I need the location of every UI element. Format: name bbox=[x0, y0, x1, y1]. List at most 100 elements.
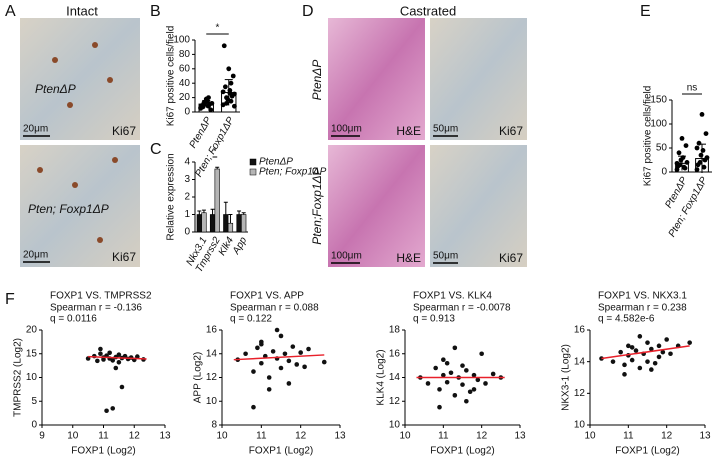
scale-label: 50μm bbox=[433, 124, 458, 135]
data-point bbox=[703, 131, 709, 137]
data-point bbox=[448, 370, 454, 376]
bar bbox=[227, 222, 234, 233]
micrograph bbox=[20, 145, 140, 267]
y-tick-label: 40 bbox=[179, 78, 191, 89]
stat-label: Spearman r = 0.088 bbox=[230, 303, 319, 314]
data-point bbox=[684, 160, 690, 165]
data-point bbox=[433, 365, 438, 371]
data-point bbox=[610, 359, 616, 364]
data-point bbox=[259, 360, 264, 366]
significance-label: * bbox=[216, 23, 220, 34]
data-point bbox=[701, 164, 707, 170]
data-point bbox=[198, 105, 204, 111]
y-tick-label: 18 bbox=[389, 325, 401, 336]
x-tick-label: 12 bbox=[129, 431, 141, 442]
data-point bbox=[231, 103, 237, 109]
y-tick-label: 100 bbox=[650, 119, 667, 130]
data-point bbox=[251, 369, 256, 374]
data-point bbox=[679, 136, 685, 141]
data-point bbox=[110, 358, 116, 363]
micrograph bbox=[430, 18, 527, 140]
y-tick-label: 20 bbox=[26, 325, 38, 336]
data-point bbox=[656, 343, 662, 349]
data-point bbox=[695, 162, 701, 168]
stain-label: H&E bbox=[396, 124, 421, 138]
legend-swatch bbox=[249, 168, 257, 176]
data-point bbox=[618, 349, 623, 355]
y-tick-label: 50 bbox=[656, 143, 668, 154]
bar bbox=[241, 214, 247, 233]
y-tick-label: 8 bbox=[211, 420, 217, 431]
legend-swatch bbox=[249, 158, 257, 166]
data-point bbox=[441, 357, 446, 362]
data-point bbox=[286, 358, 292, 364]
data-point bbox=[321, 359, 327, 365]
panel-label: A bbox=[5, 3, 16, 20]
x-tick-label: 9 bbox=[39, 431, 45, 442]
x-tick-label: 11 bbox=[623, 431, 634, 442]
genotype-label: PtenΔP bbox=[35, 82, 76, 96]
data-point bbox=[286, 381, 292, 386]
data-point bbox=[444, 360, 450, 366]
data-point bbox=[278, 365, 284, 371]
significance-label: * bbox=[213, 147, 217, 158]
data-point bbox=[302, 364, 307, 370]
y-tick-label: 16 bbox=[206, 325, 218, 336]
y-axis-label: APP (Log2) bbox=[193, 352, 204, 404]
data-point bbox=[629, 345, 635, 350]
scale-label: 50μm bbox=[433, 251, 458, 262]
bar bbox=[201, 212, 207, 233]
data-point bbox=[629, 357, 635, 363]
x-tick-label: 11 bbox=[438, 431, 449, 442]
data-point bbox=[664, 337, 669, 342]
y-axis-label: KLK4 (Log2) bbox=[376, 349, 387, 405]
panel-header: Intact bbox=[66, 3, 98, 18]
y-axis-label: Relative expression bbox=[166, 153, 177, 240]
data-point bbox=[700, 148, 706, 153]
data-point bbox=[207, 101, 213, 107]
y-tick-label: 80 bbox=[179, 49, 191, 60]
data-point bbox=[221, 43, 227, 49]
legend-label: PtenΔP bbox=[259, 157, 293, 168]
data-point bbox=[101, 357, 106, 362]
data-point bbox=[270, 349, 276, 354]
x-axis-label: FOXP1 (Log2) bbox=[430, 446, 494, 457]
stat-label: q = 4.582e-6 bbox=[598, 314, 655, 325]
x-axis-label: FOXP1 (Log2) bbox=[71, 446, 135, 457]
y-tick-label: 10 bbox=[574, 420, 586, 431]
data-point bbox=[652, 360, 658, 366]
x-tick-label: 10 bbox=[67, 431, 79, 442]
data-point bbox=[243, 351, 248, 357]
stain-label: Ki67 bbox=[112, 124, 136, 138]
stain-label: Ki67 bbox=[499, 124, 523, 138]
scale-label: 100μm bbox=[331, 251, 362, 262]
bar bbox=[236, 214, 242, 233]
data-point bbox=[119, 384, 125, 390]
genotype-label: PtenΔP bbox=[310, 60, 324, 101]
data-point bbox=[660, 349, 666, 355]
data-point bbox=[104, 408, 109, 414]
data-point bbox=[266, 375, 272, 380]
y-tick-label: 15 bbox=[26, 348, 38, 359]
data-point bbox=[683, 143, 689, 149]
data-point bbox=[208, 107, 214, 113]
stat-label: Spearman r = -0.0078 bbox=[413, 303, 511, 314]
y-tick-label: 12 bbox=[574, 388, 586, 399]
data-point bbox=[626, 343, 631, 349]
data-point bbox=[98, 346, 103, 352]
data-point bbox=[460, 382, 465, 387]
y-tick-label: 16 bbox=[574, 325, 586, 336]
data-point bbox=[622, 362, 627, 368]
fit-line bbox=[233, 354, 325, 361]
x-tick-label: 10 bbox=[216, 431, 228, 442]
data-point bbox=[298, 350, 303, 355]
y-tick-label: 0 bbox=[184, 107, 190, 118]
x-tick-label: 10 bbox=[399, 431, 411, 442]
data-point bbox=[227, 90, 233, 96]
data-point bbox=[98, 351, 103, 357]
chart-title: FOXP1 VS. NKX3.1 bbox=[598, 291, 687, 302]
data-point bbox=[228, 80, 234, 86]
scale-label: 20μm bbox=[23, 250, 48, 261]
data-point bbox=[278, 333, 284, 339]
data-point bbox=[687, 340, 692, 345]
